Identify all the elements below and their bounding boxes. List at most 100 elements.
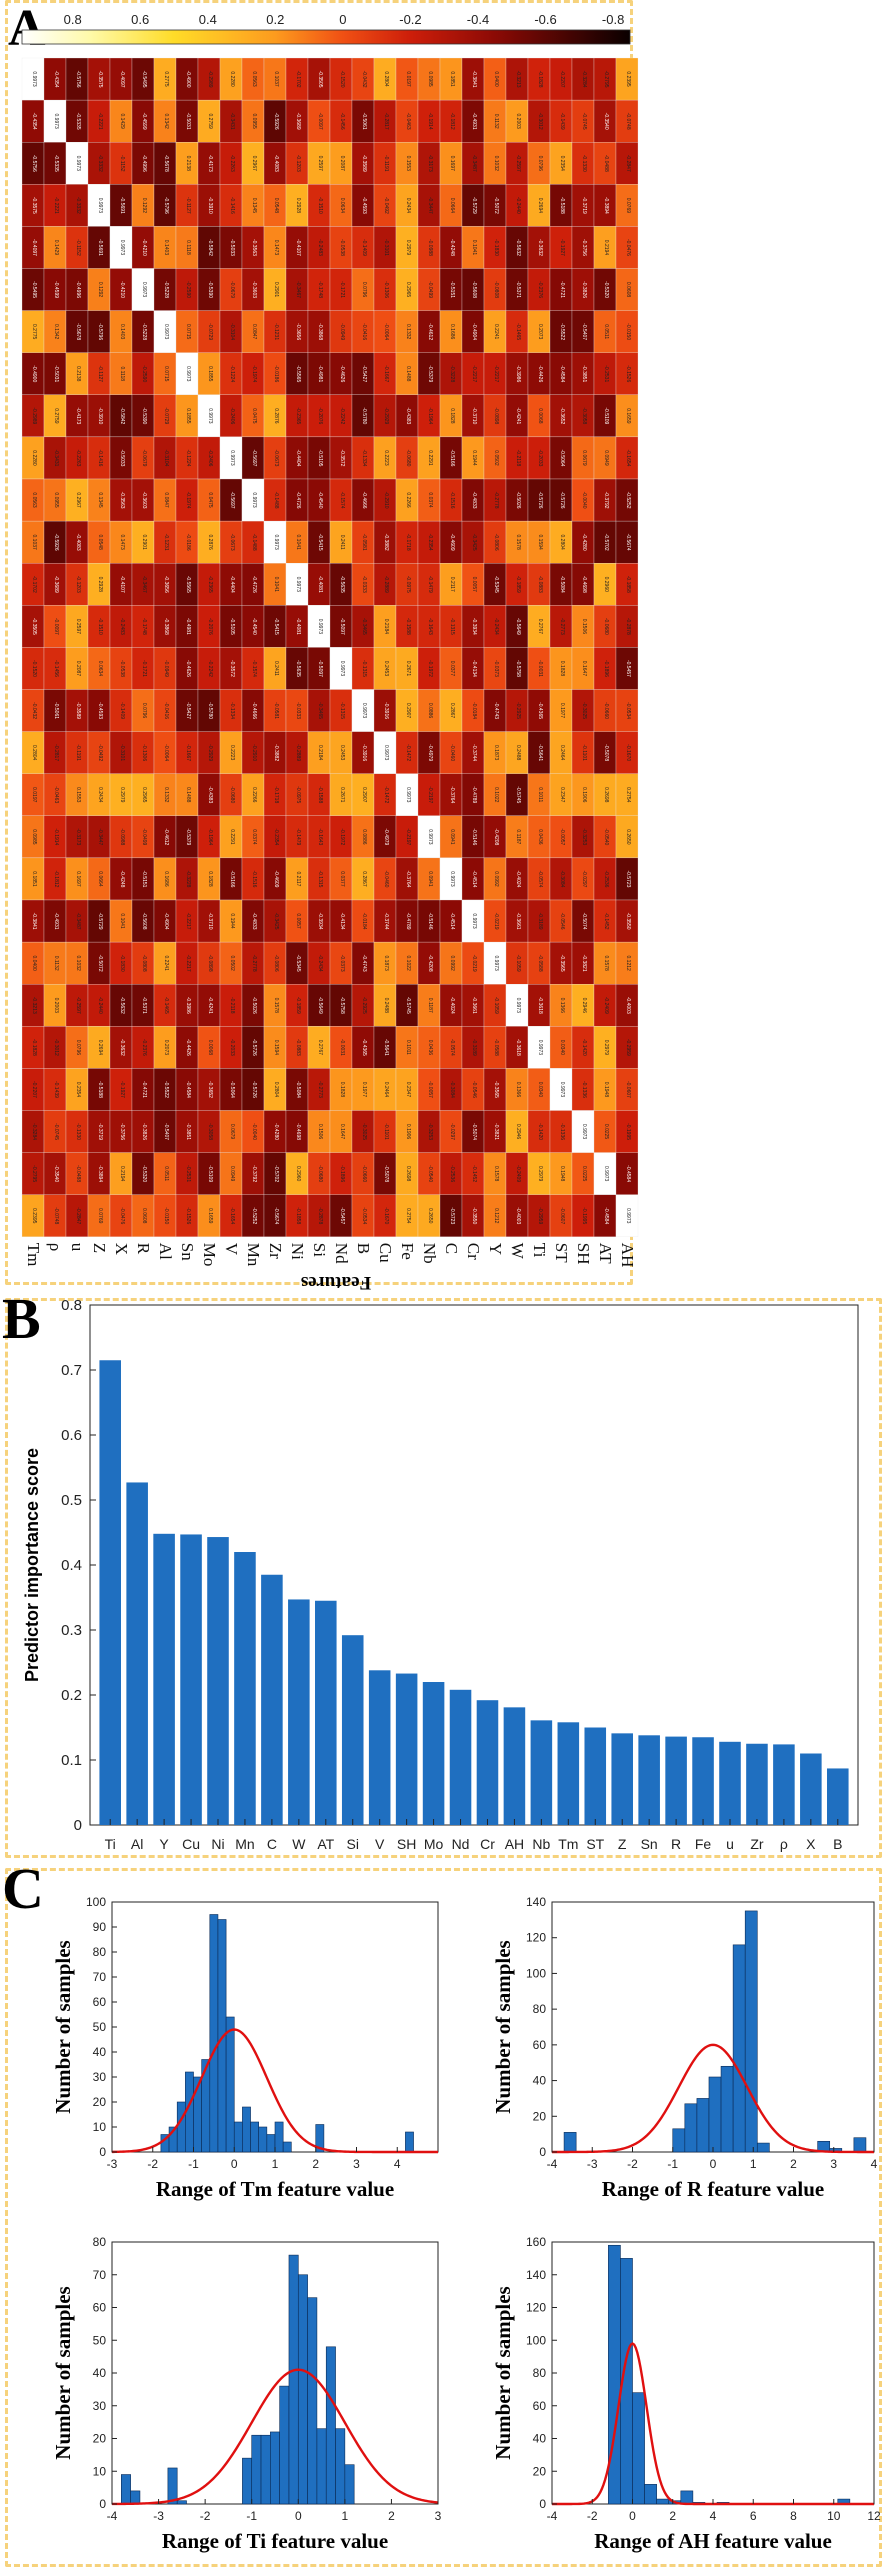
- heatmap-cell-value: 0.1037: [31, 535, 37, 551]
- hist-xlabel: Range of Tm feature value: [156, 2177, 394, 2201]
- heatmap-cell-value: -0.5608: [471, 281, 477, 298]
- heatmap-cell-value: 0.1594: [273, 1040, 279, 1056]
- bar-plot-area: [89, 1304, 859, 1826]
- heatmap-cell-value: -0.5745: [515, 786, 521, 803]
- hist-bar: [680, 2490, 694, 2505]
- heatmap-cell-value: -0.1306: [383, 281, 389, 298]
- heatmap-cell-value: -0.3910: [207, 197, 213, 214]
- heatmap-cell-value: -0.1315: [361, 660, 367, 677]
- heatmap-cell-value: -0.2483: [317, 239, 323, 256]
- hist-ytick-label: 30: [93, 2399, 107, 2413]
- hist-bar: [405, 2131, 414, 2153]
- heatmap-cell-value: -0.3589: [75, 702, 81, 719]
- heatmap-cell-value: -0.0186: [185, 534, 191, 551]
- hist-ytick-label: 60: [533, 2399, 547, 2413]
- heatmap-cell-value: -0.2406: [229, 407, 235, 424]
- heatmap-cell-value: 0.1578: [493, 1166, 499, 1182]
- heatmap-cell-value: -0.3764: [449, 786, 455, 803]
- heatmap-cell-value: 0.0796: [361, 282, 367, 298]
- heatmap-cell-value: -0.1409: [119, 702, 125, 719]
- heatmap-cell-value: 0.2291: [427, 450, 433, 466]
- heatmap-cell-value: -0.1452: [603, 913, 609, 930]
- heatmap-cell-value: -0.3575: [97, 71, 103, 88]
- heatmap-cell-value: 0.2087: [339, 156, 345, 172]
- heatmap-cell-value: 0.2464: [383, 1082, 389, 1098]
- colorbar-tick-label: 0.4: [199, 12, 217, 27]
- heatmap-cell-value: -0.5723: [625, 870, 631, 887]
- hist-xtick-label: 2: [669, 2509, 676, 2523]
- heatmap-cell-value: -0.2925: [515, 702, 521, 719]
- heatmap-cell-value: -0.3841: [471, 71, 477, 88]
- heatmap-cell-value: -0.5320: [603, 281, 609, 298]
- heatmap-cell-value: -0.0588: [537, 955, 543, 972]
- heatmap-cell-value: 0.2946: [581, 998, 587, 1014]
- hist-xtick-label: 0: [629, 2509, 636, 2523]
- heatmap-cell-value: -0.3589: [361, 155, 367, 172]
- heatmap-cell-value: -0.0460: [449, 744, 455, 761]
- heatmap-cell-value: -0.3563: [251, 239, 257, 256]
- heatmap-col-label: AH: [618, 1243, 637, 1268]
- heatmap-cell-value: -0.5105: [317, 449, 323, 466]
- heatmap-cell-value: -0.4996: [141, 155, 147, 172]
- heatmap-cell-value: -0.0040: [251, 1123, 257, 1140]
- heatmap-cell-value: 0.2266: [405, 492, 411, 508]
- heatmap-cell-value: 0.1873: [383, 956, 389, 972]
- hist-xtick-label: 0: [710, 2157, 717, 2171]
- heatmap-cell-value: -0.2434: [317, 955, 323, 972]
- heatmap-cell-value: -0.3550: [625, 913, 631, 930]
- heatmap-cell-value: 0.9973: [75, 156, 81, 172]
- heatmap-cell-value: -0.5072: [97, 955, 103, 972]
- heatmap-cell-value: 0.1948: [559, 1166, 565, 1182]
- heatmap-cell-value: -0.2242: [207, 660, 213, 677]
- hist-ytick-label: 80: [533, 2002, 547, 2016]
- heatmap-cell-value: -0.3284: [581, 71, 587, 88]
- heatmap-cell-value: -0.5565: [185, 576, 191, 593]
- heatmap-cell-value: -0.0988: [119, 828, 125, 845]
- heatmap-cell-value: -0.1420: [537, 1123, 543, 1140]
- heatmap-cell-value: -0.5390: [141, 407, 147, 424]
- hist-xtick-label: 1: [272, 2157, 279, 2171]
- hist-xtick-label: 10: [827, 2509, 841, 2523]
- heatmap-cell-value: -0.0476: [119, 1207, 125, 1224]
- heatmap-cell-value: -0.4248: [119, 870, 125, 887]
- hist-bar: [258, 2126, 268, 2153]
- heatmap-cell-value: -0.4024: [515, 870, 521, 887]
- heatmap-cell-value: -0.5457: [625, 660, 631, 677]
- hist-bar: [270, 2431, 280, 2505]
- heatmap-cell-value: 0.2003: [53, 998, 59, 1014]
- heatmap-cell-value: 0.1473: [119, 535, 125, 551]
- heatmap-cell-value: -0.2118: [515, 450, 521, 467]
- heatmap-cell-value: -0.1516: [449, 492, 455, 509]
- heatmap-cell-value: -0.1330: [75, 1123, 81, 1140]
- heatmap-cell-value: -0.3467: [141, 576, 147, 593]
- hist-ytick-label: 140: [526, 1895, 546, 1909]
- heatmap-cell-value: -0.1456: [53, 660, 59, 677]
- heatmap-cell-value: 0.1578: [515, 535, 521, 551]
- heatmap-cell-value: -0.3228: [185, 870, 191, 887]
- hist-xlabel: Range of Ti feature value: [162, 2529, 388, 2553]
- heatmap-cell-value: -0.1191: [75, 744, 81, 761]
- importance-bar: [207, 1537, 229, 1825]
- bar-xtick-label: SH: [397, 1836, 416, 1852]
- heatmap-cell-value: 0.2876: [273, 408, 279, 424]
- heatmap-cell-value: 0.1944: [229, 913, 235, 929]
- heatmap-cell-value: -0.1972: [427, 660, 433, 677]
- heatmap-cell-value: -0.3894: [97, 1165, 103, 1182]
- heatmap-cell-value: -0.0808: [141, 955, 147, 972]
- heatmap-cell-value: 0.2759: [207, 114, 213, 130]
- heatmap-cell-value: 0.2280: [31, 450, 37, 466]
- heatmap-cell-value: 0.2804: [273, 1082, 279, 1098]
- heatmap-cell-value: -0.3986: [515, 365, 521, 382]
- heatmap-cell-value: -0.5371: [515, 281, 521, 298]
- heatmap-cell-value: -0.1667: [185, 744, 191, 761]
- hist-ytick-label: 90: [93, 1920, 107, 1934]
- heatmap-cell-value: 0.9973: [141, 282, 147, 298]
- heatmap-cell-value: -0.3012: [53, 1039, 59, 1056]
- heatmap-cell-value: -0.0898: [207, 955, 213, 972]
- heatmap-cell-value: -0.5691: [119, 197, 125, 214]
- hist-bar: [260, 2434, 271, 2505]
- heatmap-col-label: u: [68, 1243, 87, 1252]
- heatmap-cell-value: -0.1828: [31, 1039, 37, 1056]
- heatmap-cell-value: 0.2411: [339, 535, 345, 550]
- heatmap-cell-value: -0.2959: [537, 1207, 543, 1224]
